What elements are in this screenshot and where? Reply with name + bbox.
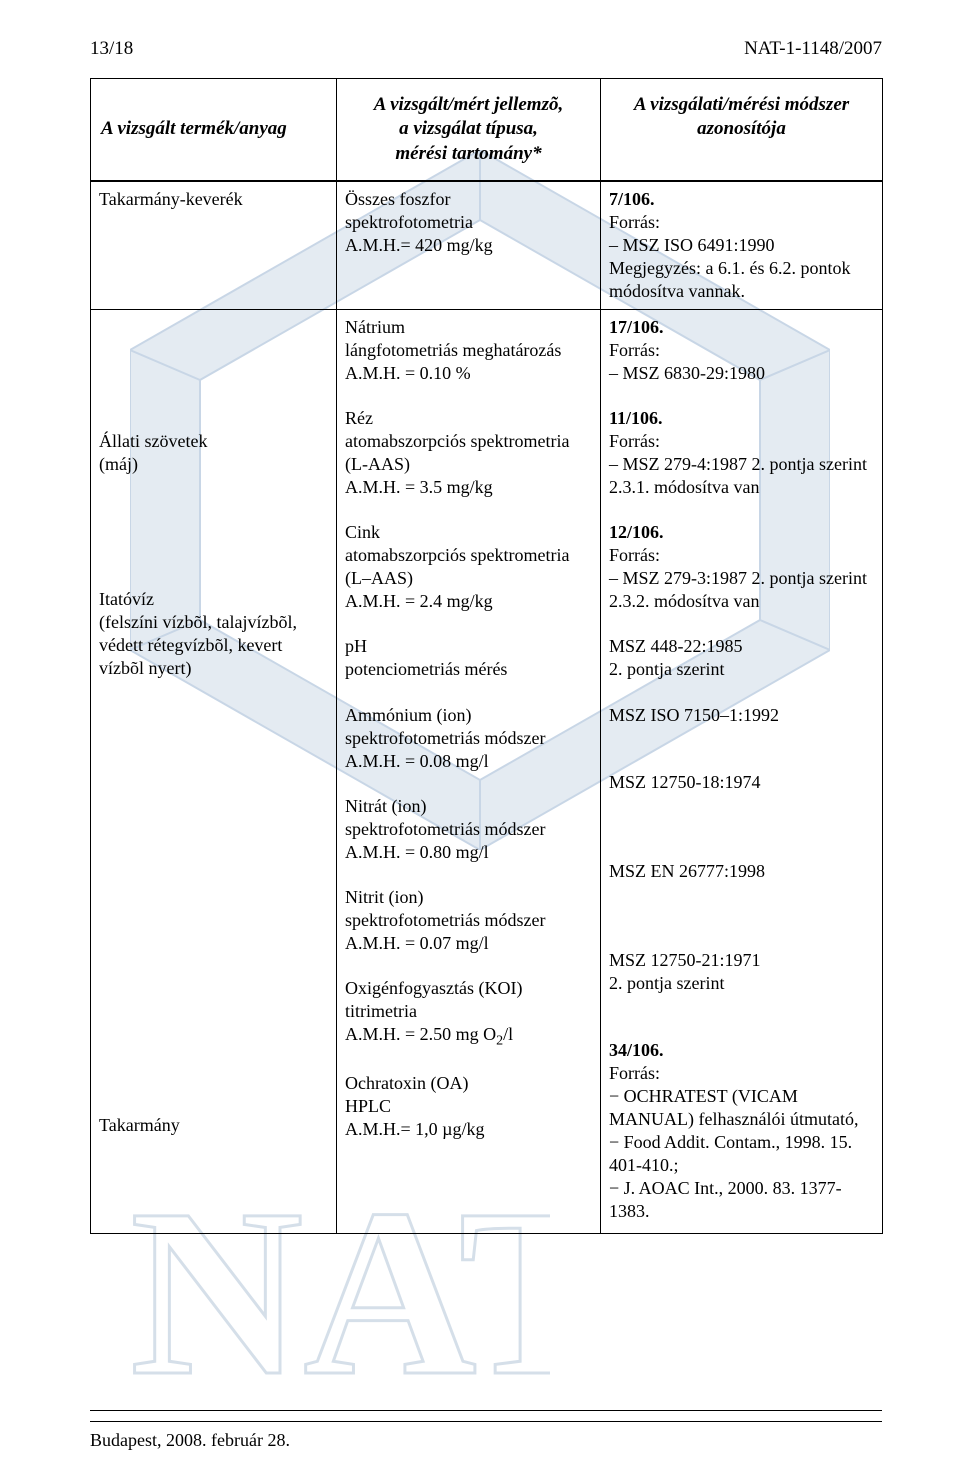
method-block: Nitrit (ion) spektrofotometriás módszer … bbox=[345, 886, 592, 955]
id-block: MSZ 12750-18:1974 bbox=[609, 771, 874, 838]
method-text: /l bbox=[503, 1024, 513, 1044]
id-source-label: Forrás: bbox=[609, 430, 874, 453]
cell-product: Állati szövetek (máj) Itatóvíz (felszíni… bbox=[91, 310, 337, 1234]
id-spacer bbox=[609, 883, 874, 927]
method-block: Oxigénfogyasztás (KOI) titrimetria A.M.H… bbox=[345, 977, 592, 1051]
id-block: MSZ EN 26777:1998 bbox=[609, 860, 874, 927]
product-spacer bbox=[99, 702, 328, 1092]
id-code: 17/106. bbox=[609, 316, 874, 339]
id-source: − OCHRATEST (VICAM MANUAL) felhasználói … bbox=[609, 1085, 874, 1131]
id-block: 17/106. Forrás: – MSZ 6830-29:1980 bbox=[609, 316, 874, 385]
product-label: Állati szövetek (máj) bbox=[99, 430, 328, 476]
method-text: A.M.H. = 2.50 mg O bbox=[345, 1024, 496, 1044]
product-label: Takarmány bbox=[99, 1114, 328, 1137]
id-block: MSZ 448-22:1985 2. pontja szerint bbox=[609, 635, 874, 681]
product-spacer bbox=[99, 498, 328, 566]
page-number: 13/18 bbox=[90, 38, 133, 60]
method-block: Cink atomabszorpciós spektrometria (L–AA… bbox=[345, 521, 592, 613]
id-source: – MSZ 279-4:1987 2. pontja szerint bbox=[609, 453, 874, 476]
cell-id: 17/106. Forrás: – MSZ 6830-29:1980 11/10… bbox=[601, 310, 883, 1234]
id-code: 12/106. bbox=[609, 521, 874, 544]
id-code: 7/106. bbox=[609, 188, 874, 211]
table-header-row: A vizsgált termék/anyag A vizsgált/mért … bbox=[91, 79, 883, 181]
product-spacer bbox=[99, 316, 328, 408]
id-source: − Food Addit. Contam., 1998. 15. 401-410… bbox=[609, 1131, 874, 1177]
id-source: − J. AOAC Int., 2000. 83. 1377-1383. bbox=[609, 1177, 874, 1223]
col1-header: A vizsgált termék/anyag bbox=[91, 79, 337, 181]
page-footer: Budapest, 2008. február 28. bbox=[90, 1421, 882, 1451]
footer-rule-upper bbox=[90, 1410, 882, 1411]
footer-date: Budapest, 2008. február 28. bbox=[90, 1430, 290, 1450]
table-row: Állati szövetek (máj) Itatóvíz (felszíni… bbox=[91, 310, 883, 1234]
id-source: MSZ 12750-21:1971 bbox=[609, 949, 874, 972]
id-block: MSZ 12750-21:1971 2. pontja szerint bbox=[609, 949, 874, 1017]
id-source: – MSZ 6830-29:1980 bbox=[609, 362, 874, 385]
method-block: Ammónium (ion) spektrofotometriás módsze… bbox=[345, 704, 592, 773]
table-row: Takarmány-keverék Összes foszfor spektro… bbox=[91, 181, 883, 310]
running-header: 13/18 NAT-1-1148/2007 bbox=[90, 38, 882, 60]
cell-product: Takarmány-keverék bbox=[91, 181, 337, 310]
method-block: Ochratoxin (OA) HPLC A.M.H.= 1,0 µg/kg bbox=[345, 1072, 592, 1141]
id-note: 2. pontja szerint bbox=[609, 972, 874, 995]
id-block: 11/106. Forrás: – MSZ 279-4:1987 2. pont… bbox=[609, 407, 874, 499]
id-block: 34/106. Forrás: − OCHRATEST (VICAM MANUA… bbox=[609, 1039, 874, 1223]
id-code: 11/106. bbox=[609, 407, 874, 430]
id-source-label: Forrás: bbox=[609, 211, 874, 234]
id-block: 12/106. Forrás: – MSZ 279-3:1987 2. pont… bbox=[609, 521, 874, 613]
cell-id: 7/106. Forrás: – MSZ ISO 6491:1990 Megje… bbox=[601, 181, 883, 310]
id-source: MSZ 448-22:1985 bbox=[609, 635, 874, 658]
id-source-label: Forrás: bbox=[609, 544, 874, 567]
page: NAT 13/18 NAT-1-1148/2007 A vizsgált ter… bbox=[0, 0, 960, 1473]
method-text: Oxigénfogyasztás (KOI) titrimetria bbox=[345, 978, 522, 1021]
id-source: MSZ 12750-18:1974 bbox=[609, 771, 874, 794]
col3-header: A vizsgálati/mérési módszer azonosítója bbox=[601, 79, 883, 181]
cell-method: Nátrium lángfotometriás meghatározás A.M… bbox=[337, 310, 601, 1234]
id-source: MSZ ISO 7150–1:1992 bbox=[609, 704, 874, 727]
id-spacer bbox=[609, 995, 874, 1017]
id-code: 34/106. bbox=[609, 1039, 874, 1062]
method-block: pH potenciometriás mérés bbox=[345, 635, 592, 681]
id-note: 2.3.1. módosítva van bbox=[609, 476, 874, 499]
id-spacer bbox=[609, 727, 874, 749]
id-note: 2. pontja szerint bbox=[609, 658, 874, 681]
cell-method: Összes foszfor spektrofotometria A.M.H.=… bbox=[337, 181, 601, 310]
product-label: Itatóvíz (felszíni vízbõl, talajvízbõl, … bbox=[99, 588, 328, 680]
col2-header: A vizsgált/mért jellemzõ, a vizsgálat tí… bbox=[337, 79, 601, 181]
document-id: NAT-1-1148/2007 bbox=[744, 38, 882, 60]
id-source: MSZ EN 26777:1998 bbox=[609, 860, 874, 883]
content: 13/18 NAT-1-1148/2007 A vizsgált termék/… bbox=[90, 38, 882, 1234]
id-note: 2.3.2. módosítva van bbox=[609, 590, 874, 613]
id-source-label: Forrás: bbox=[609, 1062, 874, 1085]
method-block: Nátrium lángfotometriás meghatározás A.M… bbox=[345, 316, 592, 385]
id-spacer bbox=[609, 794, 874, 838]
method-block: Nitrát (ion) spektrofotometriás módszer … bbox=[345, 795, 592, 864]
id-source: – MSZ 279-3:1987 2. pontja szerint bbox=[609, 567, 874, 590]
id-block: MSZ ISO 7150–1:1992 bbox=[609, 704, 874, 749]
id-note: Megjegyzés: a 6.1. és 6.2. pontok módosí… bbox=[609, 257, 874, 303]
id-source-label: Forrás: bbox=[609, 339, 874, 362]
id-source: – MSZ ISO 6491:1990 bbox=[609, 234, 874, 257]
method-block: Réz atomabszorpciós spektrometria (L-AAS… bbox=[345, 407, 592, 499]
main-table: A vizsgált termék/anyag A vizsgált/mért … bbox=[90, 78, 883, 1234]
